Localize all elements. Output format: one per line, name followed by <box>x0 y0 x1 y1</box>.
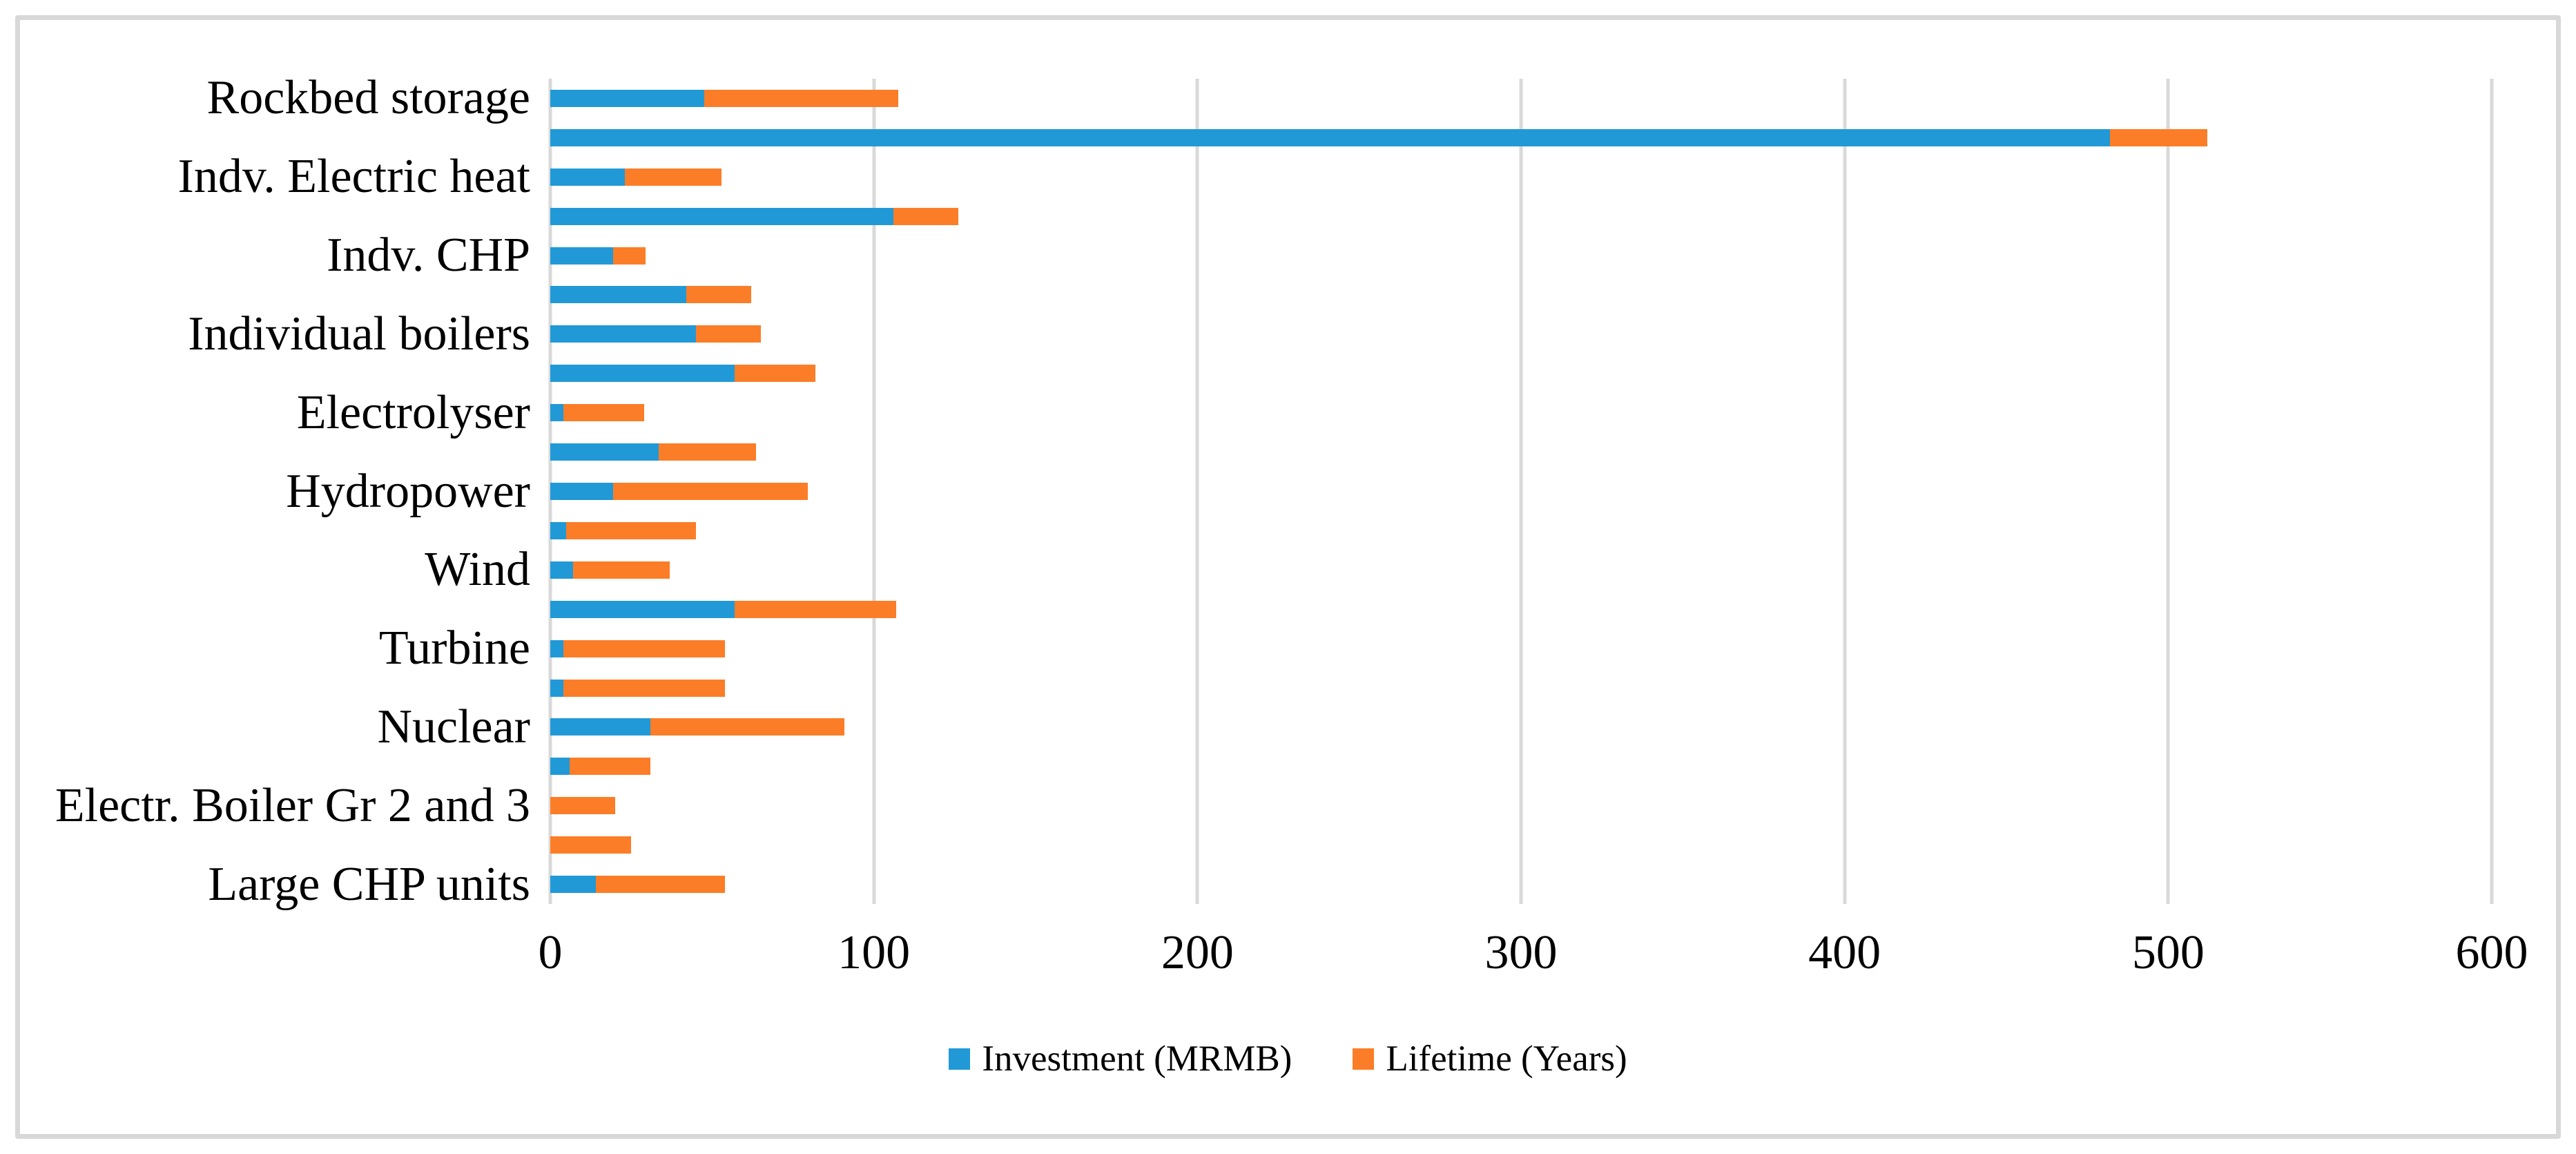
gridline <box>1519 79 1523 904</box>
bar-segment-investment <box>550 89 704 107</box>
bar-segment-investment <box>550 639 563 657</box>
bar-segment-investment <box>550 561 573 579</box>
bar-segment-investment <box>550 168 625 186</box>
bar-segment-investment <box>550 247 614 265</box>
legend-item: Lifetime (Years) <box>1353 1039 1627 1078</box>
bar-segment-investment <box>550 679 563 697</box>
bar-segment-investment <box>550 758 570 776</box>
bar-segment-investment <box>550 365 735 383</box>
bar-segment-lifetime <box>570 758 651 776</box>
x-tick-label: 600 <box>2455 926 2528 979</box>
gridline <box>1195 79 1199 904</box>
bar-segment-lifetime <box>2109 128 2207 146</box>
legend-label: Investment (MRMB) <box>982 1039 1292 1079</box>
bar-segment-lifetime <box>563 679 726 697</box>
category-label: Hydropower <box>286 464 530 518</box>
category-label: Electr. Boiler Gr 2 and 3 <box>55 778 530 832</box>
bar-segment-lifetime <box>650 718 845 736</box>
bar-segment-lifetime <box>563 639 726 657</box>
plot-area <box>548 79 2494 904</box>
bar-segment-lifetime <box>572 561 670 579</box>
bar-segment-investment <box>550 876 596 894</box>
bar-segment-investment <box>550 404 563 422</box>
x-tick-label: 400 <box>1808 926 1881 979</box>
bar-segment-lifetime <box>659 443 756 461</box>
category-label: Electrolyser <box>296 385 530 439</box>
bar-segment-lifetime <box>735 365 816 383</box>
bar-segment-lifetime <box>695 325 761 343</box>
legend: Investment (MRMB) Lifetime (Years) <box>0 1039 2576 1078</box>
bar-segment-investment <box>550 483 614 500</box>
gridline <box>2490 79 2494 904</box>
category-label: Nuclear <box>377 700 530 753</box>
gridline <box>1843 79 1847 904</box>
legend-item: Investment (MRMB) <box>949 1039 1292 1078</box>
bar-segment-lifetime <box>550 836 632 854</box>
bar-segment-investment <box>550 521 567 539</box>
legend-label: Lifetime (Years) <box>1386 1039 1627 1079</box>
legend-swatch-lifetime <box>1353 1048 1375 1070</box>
bar-segment-lifetime <box>595 876 726 894</box>
bar-segment-lifetime <box>613 483 808 500</box>
x-tick-label: 300 <box>1484 926 1558 979</box>
bar-segment-lifetime <box>563 404 644 422</box>
bar-segment-lifetime <box>704 89 898 107</box>
x-tick-label: 0 <box>538 926 563 979</box>
gridline <box>872 79 876 904</box>
bar-segment-lifetime <box>613 247 646 265</box>
category-label: Turbine <box>378 622 530 675</box>
category-label: Individual boilers <box>188 307 530 360</box>
bar-segment-investment <box>550 286 686 304</box>
x-tick-label: 100 <box>837 926 911 979</box>
category-label: Rockbed storage <box>206 71 530 125</box>
x-tick-label: 500 <box>2131 926 2205 979</box>
category-label: Indv. Electric heat <box>177 150 530 204</box>
bar-segment-investment <box>550 718 651 736</box>
bar-segment-investment <box>550 207 893 225</box>
category-label: Wind <box>425 543 530 597</box>
legend-swatch-investment <box>949 1048 971 1070</box>
bar-segment-lifetime <box>566 521 696 539</box>
x-tick-label: 200 <box>1161 926 1234 979</box>
bar-segment-lifetime <box>686 286 751 304</box>
category-label: Indv. CHP <box>327 229 530 282</box>
category-label: Large CHP units <box>208 857 530 911</box>
bar-segment-investment <box>550 600 735 618</box>
bar-segment-lifetime <box>893 207 958 225</box>
bar-segment-lifetime <box>550 797 615 815</box>
bar-segment-investment <box>550 325 696 343</box>
bar-segment-lifetime <box>624 168 722 186</box>
bar-segment-lifetime <box>735 600 897 618</box>
gridline <box>2166 79 2170 904</box>
bar-segment-investment <box>550 128 2110 146</box>
bar-segment-investment <box>550 443 659 461</box>
